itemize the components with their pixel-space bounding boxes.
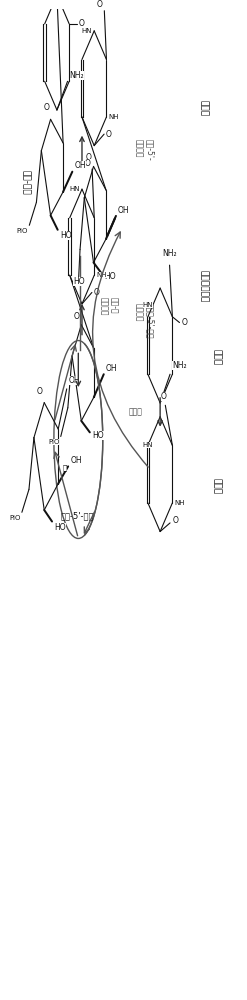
Text: OH: OH xyxy=(106,364,118,373)
Text: O: O xyxy=(43,103,49,112)
Text: OH: OH xyxy=(68,376,80,385)
Text: O: O xyxy=(37,387,43,396)
Text: O: O xyxy=(73,312,79,321)
Text: PiO: PiO xyxy=(48,439,59,445)
Text: OH: OH xyxy=(74,161,86,170)
Text: HO: HO xyxy=(60,231,71,240)
Text: PiO: PiO xyxy=(17,228,28,234)
Text: NH: NH xyxy=(109,114,119,120)
Text: NH: NH xyxy=(96,272,107,278)
Text: OH: OH xyxy=(70,456,82,465)
Text: NH: NH xyxy=(175,500,185,506)
Text: O: O xyxy=(79,19,85,28)
Text: O: O xyxy=(93,288,99,297)
Text: 假尿苷单磷酸: 假尿苷单磷酸 xyxy=(200,270,209,302)
Text: HO: HO xyxy=(73,277,84,286)
Text: OH: OH xyxy=(118,206,130,215)
Text: 磷: 磷 xyxy=(63,465,67,471)
Text: NH₂: NH₂ xyxy=(162,249,177,258)
Text: O: O xyxy=(105,130,111,139)
Text: HN: HN xyxy=(82,28,92,34)
Text: O: O xyxy=(182,318,187,327)
Text: O: O xyxy=(172,516,178,525)
Text: NH₂: NH₂ xyxy=(172,361,187,370)
Text: O: O xyxy=(161,392,167,401)
Text: 脱氨酶: 脱氨酶 xyxy=(129,407,143,416)
Text: 核糖-5'-磷酸: 核糖-5'-磷酸 xyxy=(60,511,94,520)
Text: HN: HN xyxy=(143,302,153,308)
Text: HO: HO xyxy=(104,272,116,281)
Text: 嘧啶-5'-
核苷酸酶: 嘧啶-5'- 核苷酸酶 xyxy=(134,139,154,160)
Text: NH₂: NH₂ xyxy=(70,71,84,80)
Text: O: O xyxy=(85,159,91,168)
Text: 假尿苷-5'-磷酸
核糖苷酶: 假尿苷-5'-磷酸 核糖苷酶 xyxy=(134,303,154,339)
Text: 尿嘧啶: 尿嘧啶 xyxy=(212,478,221,494)
Text: 假尿苷: 假尿苷 xyxy=(200,100,209,116)
Text: 胞苷-磷
酸水解酶: 胞苷-磷 酸水解酶 xyxy=(99,297,119,315)
Text: 胞苷-磷酸: 胞苷-磷酸 xyxy=(21,170,30,195)
Text: PiO: PiO xyxy=(9,515,21,521)
Text: O: O xyxy=(85,153,91,162)
Text: HO: HO xyxy=(92,431,103,440)
Text: O: O xyxy=(97,0,103,9)
Text: HN: HN xyxy=(143,442,153,448)
Text: 胞嘧啶: 胞嘧啶 xyxy=(212,349,221,365)
Text: HN: HN xyxy=(69,186,80,192)
Text: HO: HO xyxy=(54,523,66,532)
